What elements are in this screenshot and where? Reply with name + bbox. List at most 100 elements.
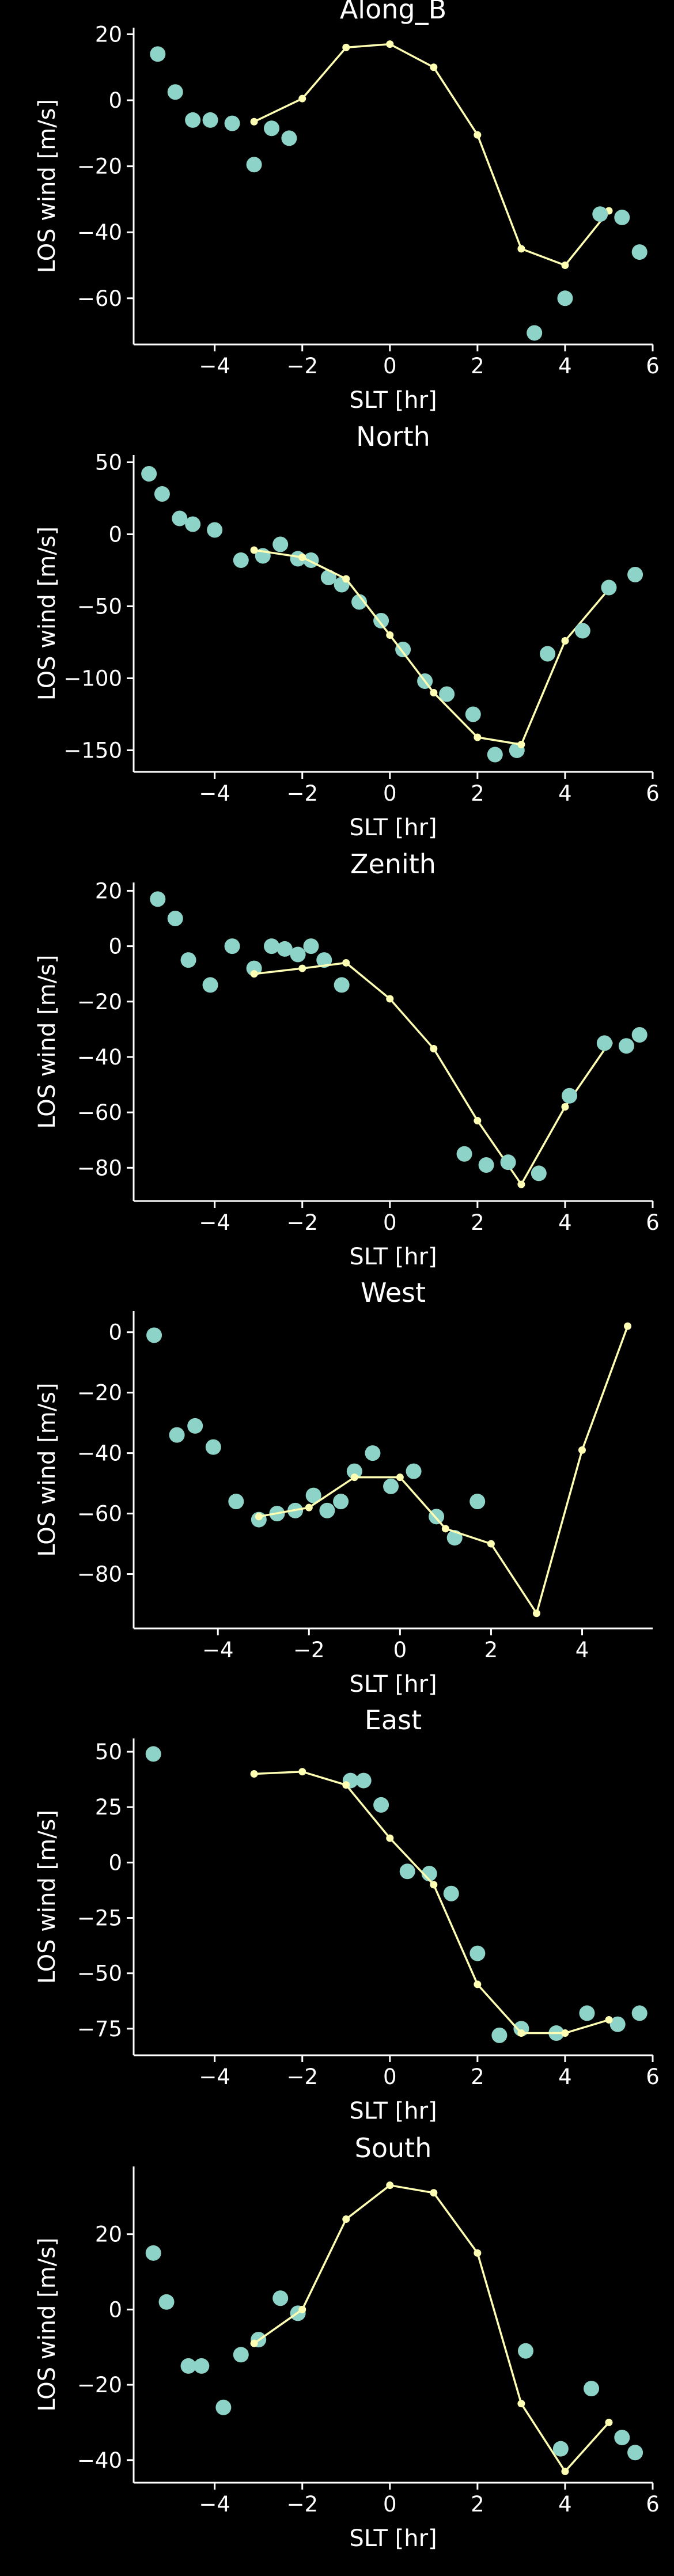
- data-point: [540, 646, 556, 662]
- data-point: [224, 938, 240, 954]
- x-tick-label: 0: [383, 354, 397, 378]
- panel-title: South: [355, 2132, 432, 2164]
- data-point: [487, 747, 503, 763]
- model-point: [430, 689, 438, 696]
- y-tick-label: −20: [77, 154, 122, 179]
- panel-east: East −4 −2 0 2 4 6 50 25 0 −25 −50 −75 SLT [hr] LOS wi…: [34, 1704, 660, 2124]
- data-point: [202, 112, 218, 128]
- data-point: [631, 244, 648, 260]
- model-point: [474, 1117, 482, 1125]
- model-point: [517, 245, 525, 253]
- data-point: [246, 960, 262, 976]
- x-tick-label: 2: [471, 354, 484, 378]
- data-point: [592, 206, 608, 222]
- data-point: [365, 1445, 381, 1461]
- model-point: [342, 43, 350, 51]
- data-point: [150, 891, 166, 907]
- model-point: [298, 554, 306, 561]
- model-point: [342, 959, 350, 967]
- data-point: [439, 686, 455, 702]
- x-axis-label: SLT [hr]: [349, 2525, 437, 2552]
- data-point: [614, 2430, 630, 2446]
- panel-title: North: [356, 421, 430, 452]
- model-point: [298, 964, 306, 972]
- data-point: [303, 938, 319, 954]
- data-point: [601, 579, 617, 596]
- data-point: [399, 1863, 415, 1880]
- y-axis-label: LOS wind [m/s]: [34, 1382, 60, 1556]
- model-point: [298, 1768, 306, 1776]
- y-tick-label: −60: [77, 1100, 122, 1125]
- x-tick-label: 2: [484, 1638, 498, 1662]
- data-point: [579, 2005, 595, 2021]
- data-point: [146, 1327, 162, 1343]
- x-tick-label: 4: [575, 1638, 589, 1662]
- x-tick-label: −2: [286, 781, 318, 806]
- data-point: [406, 1463, 422, 1479]
- x-tick-label: 2: [471, 2064, 484, 2089]
- data-point: [373, 1797, 389, 1813]
- data-point: [154, 486, 170, 502]
- data-point: [158, 2294, 175, 2310]
- x-tick-label: −4: [199, 2492, 230, 2517]
- x-tick-label: 2: [471, 781, 484, 806]
- data-point: [145, 1746, 161, 1762]
- y-tick-label: 0: [108, 934, 122, 959]
- model-point: [517, 1180, 525, 1188]
- data-point: [346, 1463, 362, 1479]
- model-line: [253, 2184, 610, 2473]
- y-axis-label: LOS wind [m/s]: [34, 2237, 60, 2411]
- model-point: [517, 741, 525, 748]
- x-tick-label: 0: [383, 1210, 397, 1235]
- data-point: [609, 2016, 626, 2032]
- y-tick-label: −40: [77, 1045, 122, 1070]
- x-tick-label: 4: [558, 1210, 572, 1235]
- y-tick-label: 0: [108, 88, 122, 113]
- model-point: [474, 1980, 482, 1988]
- x-tick-label: 4: [558, 354, 572, 378]
- y-tick-label: −60: [77, 1502, 122, 1526]
- y-tick-label: −25: [77, 1906, 122, 1931]
- data-point: [180, 952, 196, 968]
- y-tick-label: −75: [77, 2017, 122, 2041]
- model-point: [386, 631, 394, 639]
- model-point: [250, 118, 258, 126]
- x-tick-label: 6: [646, 2492, 660, 2517]
- x-tick-label: −2: [286, 354, 318, 378]
- data-point: [320, 570, 336, 585]
- model-point: [298, 94, 306, 103]
- model-point: [441, 1525, 449, 1533]
- data-point: [421, 1866, 437, 1882]
- data-point: [187, 1418, 203, 1434]
- x-tick-label: −4: [199, 781, 230, 806]
- x-tick-label: 6: [646, 354, 660, 378]
- model-point: [474, 2249, 482, 2257]
- y-axis-label: LOS wind [m/s]: [34, 1810, 60, 1984]
- y-tick-label: −100: [63, 666, 122, 691]
- data-point: [316, 952, 332, 968]
- x-tick-label: −4: [199, 2064, 230, 2089]
- x-tick-label: 2: [471, 1210, 484, 1235]
- x-tick-label: 0: [393, 1638, 407, 1662]
- model-point: [578, 1446, 586, 1454]
- data-point: [215, 2399, 232, 2415]
- model-line: [258, 1325, 629, 1616]
- y-tick-label: −20: [77, 990, 122, 1014]
- data-point: [305, 1487, 321, 1503]
- data-point: [185, 112, 201, 128]
- data-point: [246, 157, 262, 173]
- data-point: [469, 1494, 486, 1510]
- y-tick-label: −20: [77, 2373, 122, 2397]
- x-tick-label: −4: [202, 1638, 234, 1662]
- model-point: [250, 1770, 258, 1778]
- y-tick-label: −40: [77, 1441, 122, 1466]
- data-point: [264, 120, 280, 137]
- x-tick-label: 4: [558, 2492, 572, 2517]
- model-point: [561, 2029, 569, 2037]
- x-tick-label: −2: [286, 2492, 318, 2517]
- x-axis-label: SLT [hr]: [349, 1671, 437, 1698]
